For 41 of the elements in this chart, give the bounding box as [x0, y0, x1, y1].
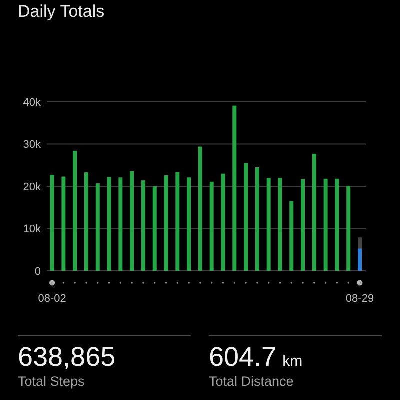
- bar: [141, 180, 146, 271]
- bar: [232, 106, 237, 271]
- y-tick-label: 30k: [23, 139, 42, 152]
- bar: [107, 177, 112, 271]
- bar: [198, 146, 202, 271]
- bar: [358, 248, 362, 271]
- chart-title: Daily Totals: [18, 2, 105, 21]
- bar: [335, 178, 340, 271]
- bar: [324, 178, 328, 271]
- bar: [244, 163, 248, 271]
- bar: [210, 182, 214, 271]
- bar: [130, 171, 134, 271]
- text: 604.7 km: [209, 342, 303, 372]
- bar: [73, 151, 78, 271]
- bar: [84, 172, 88, 271]
- y-tick-label: 40k: [23, 96, 42, 109]
- bar: [301, 179, 306, 271]
- bar: [164, 176, 168, 271]
- bar: [346, 186, 351, 271]
- text: Total Distance: [209, 374, 294, 389]
- bar: [255, 167, 260, 271]
- text: 638,865: [18, 342, 116, 372]
- bar: [290, 201, 294, 271]
- bar: [187, 178, 192, 271]
- bar: [312, 154, 316, 271]
- y-tick-label: 10k: [23, 224, 42, 236]
- y-tick-label: 20k: [23, 181, 42, 194]
- bar: [266, 178, 271, 271]
- bar: [50, 175, 54, 271]
- text: Total Steps: [18, 374, 86, 389]
- bar: [118, 178, 123, 271]
- x-tick-label: 08-29: [346, 293, 374, 305]
- bar: [176, 172, 180, 271]
- bar: [96, 184, 100, 271]
- bar: [62, 176, 66, 271]
- bar: [358, 238, 362, 249]
- x-tick-label: 08-02: [38, 293, 66, 305]
- bar: [152, 186, 157, 271]
- bar: [221, 174, 226, 271]
- bar: [278, 178, 282, 271]
- y-tick-label: 0: [34, 266, 41, 278]
